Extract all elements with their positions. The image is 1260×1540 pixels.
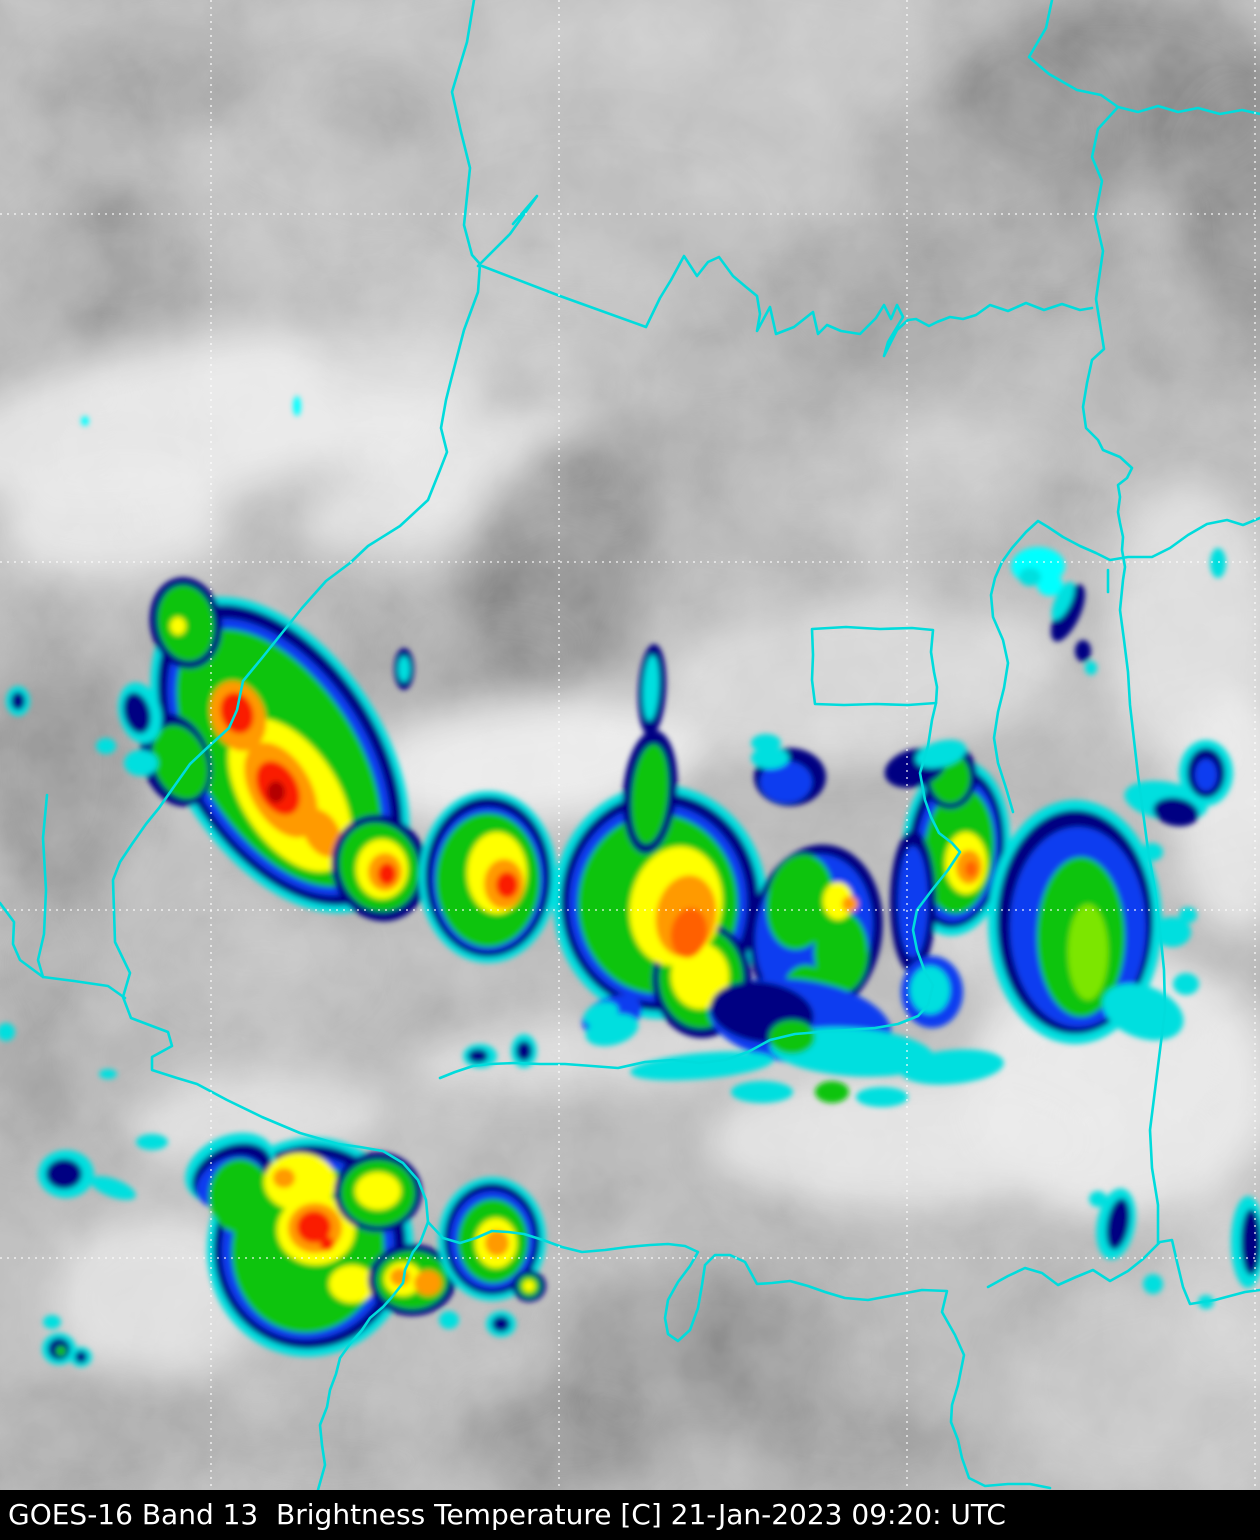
convective-cell [1089,1191,1107,1207]
convective-cell [209,1159,271,1233]
convective-cell [856,1087,908,1107]
convective-cell [414,1270,442,1296]
convective-cell [124,750,158,776]
convective-cell [523,1280,535,1292]
convective-cell [766,854,834,950]
geo-border-line [986,1238,1260,1306]
convective-cell [96,738,116,754]
convective-cell [1106,1198,1130,1250]
convective-cell [671,943,729,1009]
convective-cell [123,692,151,734]
convective-cell [302,808,342,858]
convective-cell [516,1041,532,1061]
convective-cell [320,1237,334,1251]
convective-cell [90,1176,136,1200]
convective-cell [842,896,858,912]
convective-cell [267,781,285,803]
convective-cell [273,1168,295,1188]
convective-cell [43,1315,61,1329]
convective-cell [157,585,215,661]
convective-cell [378,863,396,885]
convective-cell [1085,661,1097,675]
convective-cell [1141,843,1163,861]
convective-cell [965,861,977,877]
convective-cell [900,1049,1004,1085]
geo-border-line [438,701,962,1080]
convective-cell [630,1051,774,1081]
geo-border-line [989,516,1260,814]
convective-cell [1179,907,1197,923]
satellite-map-canvas [0,0,1260,1490]
convective-cell [468,1049,488,1063]
convective-cell [1153,797,1199,827]
convective-cell [496,872,518,898]
convective-cell [56,1346,66,1356]
convective-cell [398,656,410,682]
geo-border-line [810,625,939,707]
convective-cell [631,744,669,844]
convective-cell [1068,904,1108,1000]
convective-cell [293,396,301,416]
convective-cell [1019,568,1041,586]
convective-cell [81,416,89,426]
convective-cell [642,655,660,721]
geo-border-line [36,793,49,979]
geo-border-line [1116,104,1260,116]
convective-cell [585,1013,639,1047]
convective-cell [731,1081,793,1103]
convective-cell [814,911,868,993]
geo-borders-layer [0,0,1260,1490]
convective-cell [815,1081,849,1103]
convective-cell [1143,1274,1163,1294]
convective-cell [75,1351,87,1363]
convective-cell [492,1316,510,1332]
convective-cell [152,725,208,799]
geo-border-line [426,1220,1052,1490]
geo-border-line [111,0,482,1490]
convective-cell [136,1134,168,1150]
convective-cell [439,1311,459,1329]
convective-cell [355,1172,401,1210]
convective-cell [99,1069,117,1079]
caption-text: GOES-16 Band 13 Brightness Temperature [… [8,1498,1006,1531]
convective-cell [1050,584,1086,642]
convective-cell [1051,581,1075,621]
convective-cell [11,692,25,710]
convective-cell [297,1211,331,1243]
convective-cell [898,846,928,958]
convective-cell [46,1159,82,1189]
convective-cell [170,617,186,635]
geo-border-line [480,254,1094,358]
convective-cell [1153,917,1191,947]
geo-border-line [1027,0,1167,1245]
convective-cell [760,761,812,803]
convective-cell [1210,548,1226,578]
convective-cell [910,966,950,1014]
convective-cell [769,1020,815,1054]
convective-cell [1173,973,1199,995]
convective-cell [1195,759,1217,791]
brightness-temperature-cells-layer [0,396,1260,1367]
convective-cell [751,734,781,752]
convective-cell [0,1023,15,1041]
convective-cell [329,1265,375,1303]
convective-cell [390,1268,410,1286]
convective-cell [751,747,789,769]
convective-cell [1037,574,1063,596]
geo-border-line [0,901,127,1000]
convective-cell [670,908,708,958]
convective-cell [485,1230,509,1256]
convective-cell [1075,640,1091,662]
caption-bar: GOES-16 Band 13 Brightness Temperature [… [0,1490,1260,1540]
latlon-grid-layer [0,0,1260,1490]
geo-border-line [476,194,539,268]
